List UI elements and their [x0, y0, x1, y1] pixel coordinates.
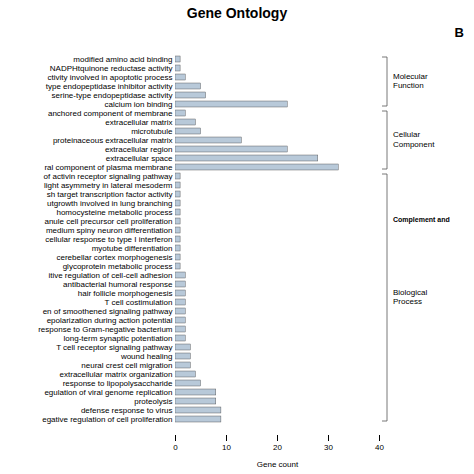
svg-text:egulation of viral genome repl: egulation of viral genome replication — [44, 388, 172, 397]
html-text:Gene Ontology: Gene Ontology — [186, 5, 288, 21]
svg-text:Complement and: Complement and — [393, 216, 450, 224]
svg-text:Gene count: Gene count — [257, 460, 299, 469]
svg-text:ctivity involved in apoptotic: ctivity involved in apoptotic process — [48, 73, 173, 82]
svg-text:cellular response to type I in: cellular response to type I interferon — [45, 235, 172, 244]
svg-text:NADPHtquinone reductase activi: NADPHtquinone reductase activity — [50, 64, 173, 73]
svg-text:myotube differentiation: myotube differentiation — [92, 244, 173, 253]
svg-text:response to lipopolysaccharide: response to lipopolysaccharide — [63, 379, 173, 388]
svg-text:B: B — [455, 25, 464, 40]
svg-text:of activin receptor signaling: of activin receptor signaling pathway — [44, 172, 173, 181]
svg-text:long-term synaptic potentiatio: long-term synaptic potentiation — [64, 334, 173, 343]
svg-text:BiologicalProcess: BiologicalProcess — [393, 288, 427, 307]
svg-text:microtubule: microtubule — [131, 127, 173, 136]
svg-text:T cell receptor signaling path: T cell receptor signaling pathway — [56, 343, 172, 352]
svg-text:CellularComponent: CellularComponent — [393, 130, 435, 149]
svg-text:0: 0 — [173, 443, 178, 452]
svg-text:light asymmetry in lateral mes: light asymmetry in lateral mesoderm — [44, 181, 173, 190]
svg-text:extracellular space: extracellular space — [106, 154, 173, 163]
svg-text:utgrowth involved in lung bran: utgrowth involved in lung branching — [47, 199, 172, 208]
svg-text:medium spiny neuron differenti: medium spiny neuron differentiation — [46, 226, 173, 235]
svg-text:glycoprotein metabolic process: glycoprotein metabolic process — [63, 262, 173, 271]
svg-text:proteolysis: proteolysis — [134, 397, 172, 406]
svg-text:extracellular matrix organizat: extracellular matrix organization — [60, 370, 173, 379]
svg-text:serine-type endopeptidase acti: serine-type endopeptidase activity — [52, 91, 173, 100]
svg-text:wound healing: wound healing — [120, 352, 173, 361]
svg-text:proteinaceous extracellular ma: proteinaceous extracellular matrix — [53, 136, 173, 145]
svg-text:extracellular matrix: extracellular matrix — [105, 118, 172, 127]
svg-text:MolecularFunction: MolecularFunction — [393, 72, 428, 91]
svg-text:en of smoothened signaling pat: en of smoothened signaling pathway — [43, 307, 173, 316]
svg-text:itive regulation of cell-cell: itive regulation of cell-cell adhesion — [48, 271, 172, 280]
svg-text:antibacterial humoral response: antibacterial humoral response — [63, 280, 173, 289]
svg-text:20: 20 — [273, 443, 282, 452]
svg-text:response to Gram-negative bact: response to Gram-negative bacterium — [38, 325, 173, 334]
svg-text:defense response to virus: defense response to virus — [81, 406, 173, 415]
svg-text:40: 40 — [375, 443, 384, 452]
svg-text:ral component of plasma membra: ral component of plasma membrane — [44, 163, 173, 172]
svg-text:type endopeptidase inhibitor a: type endopeptidase inhibitor activity — [46, 82, 173, 91]
svg-text:30: 30 — [324, 443, 333, 452]
svg-text:T cell costimulation: T cell costimulation — [105, 298, 173, 307]
svg-text:neural crest cell migration: neural crest cell migration — [81, 361, 172, 370]
svg-text:sh target transcription factor: sh target transcription factor activity — [47, 190, 173, 199]
svg-text:hair follicle morphogenesis: hair follicle morphogenesis — [78, 289, 173, 298]
svg-text:modified amino acid binding: modified amino acid binding — [73, 55, 172, 64]
svg-text:egative regulation of cell pro: egative regulation of cell proliferation — [42, 415, 172, 424]
svg-text:anchored component of membrane: anchored component of membrane — [48, 109, 173, 118]
svg-text:cerebellar cortex morphogenesi: cerebellar cortex morphogenesis — [56, 253, 172, 262]
svg-text:10: 10 — [222, 443, 231, 452]
svg-text:homocysteine metabolic process: homocysteine metabolic process — [56, 208, 172, 217]
svg-text:calcium ion binding: calcium ion binding — [104, 100, 172, 109]
svg-text:anule cell precursor cell prol: anule cell precursor cell proliferation — [44, 217, 172, 226]
svg-text:epolarization during action po: epolarization during action potential — [47, 316, 173, 325]
svg-text:extracellular region: extracellular region — [105, 145, 173, 154]
